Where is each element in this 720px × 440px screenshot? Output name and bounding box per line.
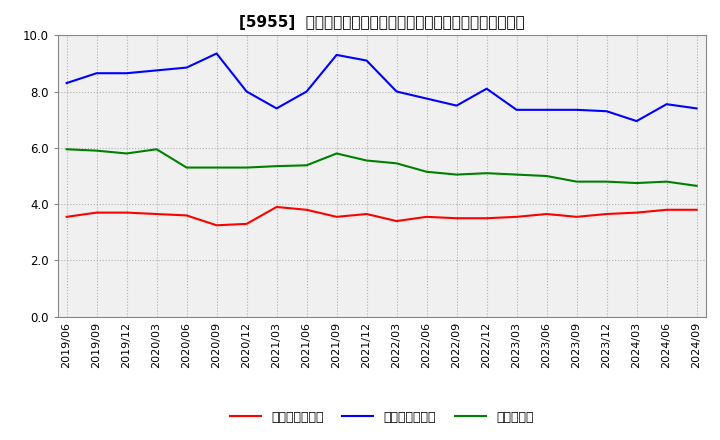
Line: 売上債権回転率: 売上債権回転率 bbox=[66, 207, 697, 225]
売上債権回転率 bbox=[632, 210, 641, 215]
売上債権回転率 bbox=[572, 214, 581, 220]
売上債権回転率 bbox=[482, 216, 491, 221]
売上債権回転率 bbox=[362, 211, 371, 216]
買入債務回転率 bbox=[572, 107, 581, 113]
売上債権回転率 bbox=[62, 214, 71, 220]
売上債権回転率 bbox=[542, 211, 551, 216]
買入債務回転率 bbox=[602, 109, 611, 114]
売上債権回転率 bbox=[272, 204, 281, 209]
在庫回転率 bbox=[542, 173, 551, 179]
売上債権回転率 bbox=[153, 211, 161, 216]
売上債権回転率 bbox=[422, 214, 431, 220]
買入債務回転率 bbox=[182, 65, 191, 70]
在庫回転率 bbox=[333, 151, 341, 156]
在庫回転率 bbox=[272, 164, 281, 169]
買入債務回転率 bbox=[632, 118, 641, 124]
買入債務回転率 bbox=[392, 89, 401, 94]
Legend: 売上債権回転率, 買入債務回転率, 在庫回転率: 売上債権回転率, 買入債務回転率, 在庫回転率 bbox=[225, 406, 539, 429]
売上債権回転率 bbox=[242, 221, 251, 227]
売上債権回転率 bbox=[392, 218, 401, 224]
在庫回転率 bbox=[452, 172, 461, 177]
在庫回転率 bbox=[182, 165, 191, 170]
在庫回転率 bbox=[242, 165, 251, 170]
在庫回転率 bbox=[602, 179, 611, 184]
売上債権回転率 bbox=[452, 216, 461, 221]
買入債務回転率 bbox=[122, 70, 131, 76]
売上債権回転率 bbox=[302, 207, 311, 213]
買入債務回転率 bbox=[333, 52, 341, 58]
売上債権回転率 bbox=[602, 211, 611, 216]
買入債務回転率 bbox=[212, 51, 221, 56]
買入債務回転率 bbox=[452, 103, 461, 108]
買入債務回転率 bbox=[362, 58, 371, 63]
Title: [5955]  売上債権回転率、買入債務回転率、在庫回転率の推移: [5955] 売上債権回転率、買入債務回転率、在庫回転率の推移 bbox=[239, 15, 524, 30]
在庫回転率 bbox=[92, 148, 101, 153]
買入債務回転率 bbox=[272, 106, 281, 111]
買入債務回転率 bbox=[92, 70, 101, 76]
買入債務回転率 bbox=[422, 96, 431, 101]
在庫回転率 bbox=[62, 147, 71, 152]
買入債務回転率 bbox=[482, 86, 491, 92]
買入債務回転率 bbox=[693, 106, 701, 111]
売上債権回転率 bbox=[212, 223, 221, 228]
在庫回転率 bbox=[662, 179, 671, 184]
買入債務回転率 bbox=[513, 107, 521, 113]
売上債権回転率 bbox=[92, 210, 101, 215]
在庫回転率 bbox=[212, 165, 221, 170]
売上債権回転率 bbox=[662, 207, 671, 213]
在庫回転率 bbox=[482, 171, 491, 176]
在庫回転率 bbox=[302, 163, 311, 168]
売上債権回転率 bbox=[333, 214, 341, 220]
在庫回転率 bbox=[513, 172, 521, 177]
在庫回転率 bbox=[122, 151, 131, 156]
売上債権回転率 bbox=[122, 210, 131, 215]
在庫回転率 bbox=[632, 180, 641, 186]
Line: 買入債務回転率: 買入債務回転率 bbox=[66, 54, 697, 121]
在庫回転率 bbox=[392, 161, 401, 166]
買入債務回転率 bbox=[302, 89, 311, 94]
売上債権回転率 bbox=[513, 214, 521, 220]
在庫回転率 bbox=[362, 158, 371, 163]
Line: 在庫回転率: 在庫回転率 bbox=[66, 149, 697, 186]
買入債務回転率 bbox=[153, 68, 161, 73]
買入債務回転率 bbox=[242, 89, 251, 94]
買入債務回転率 bbox=[62, 81, 71, 86]
在庫回転率 bbox=[153, 147, 161, 152]
買入債務回転率 bbox=[542, 107, 551, 113]
売上債権回転率 bbox=[182, 213, 191, 218]
売上債権回転率 bbox=[693, 207, 701, 213]
在庫回転率 bbox=[422, 169, 431, 174]
在庫回転率 bbox=[572, 179, 581, 184]
買入債務回転率 bbox=[662, 102, 671, 107]
在庫回転率 bbox=[693, 183, 701, 188]
